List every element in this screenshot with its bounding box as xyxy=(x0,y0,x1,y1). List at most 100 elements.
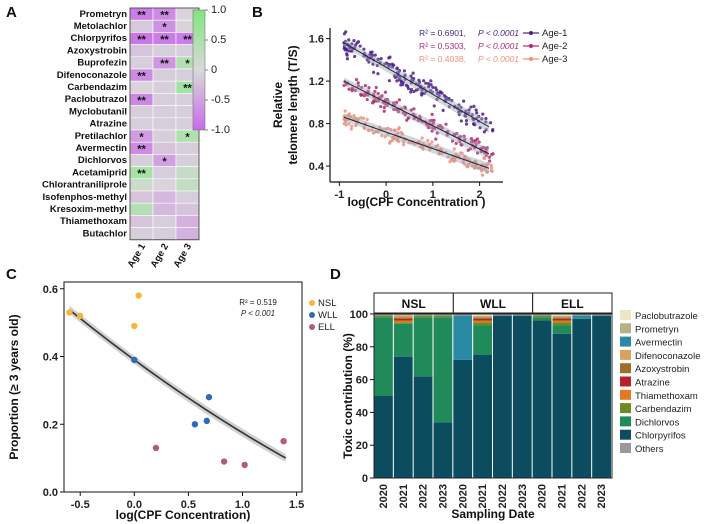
data-point-age-1 xyxy=(462,99,466,103)
data-point-age-2 xyxy=(384,98,388,102)
y-tick-label: 1.6 xyxy=(309,34,324,46)
row-label: Metolachlor xyxy=(74,21,128,32)
x-axis-label: log(CPF Concentration) xyxy=(116,508,251,522)
x-axis-label: Sampling Date xyxy=(451,507,535,521)
data-point-age-3 xyxy=(386,126,390,130)
stat-r2: R² = 0.519 xyxy=(239,298,277,307)
data-point-age-3 xyxy=(376,130,380,134)
bar-segment-thiamethoxam xyxy=(552,320,572,323)
data-point-age-2 xyxy=(403,105,407,109)
data-point-age-3 xyxy=(342,114,346,118)
data-point-age-3 xyxy=(402,143,406,147)
data-point-age-2 xyxy=(435,131,439,135)
data-point-age-1 xyxy=(488,121,493,125)
data-point-age-3 xyxy=(391,136,396,140)
data-point-age-3 xyxy=(378,125,382,129)
data-point-age-1 xyxy=(371,70,376,74)
bar-segment-chlorpyrifos xyxy=(374,396,393,478)
data-point-age-2 xyxy=(472,140,476,144)
colorbar-tick-label: 0 xyxy=(211,64,217,76)
legend-swatch-paclobutrazole xyxy=(620,310,631,320)
bar-segment-others xyxy=(374,314,393,316)
legend-label-avermectin: Avermectin xyxy=(635,338,682,349)
data-point-age-3 xyxy=(436,143,440,147)
data-point-age-1 xyxy=(472,104,476,108)
data-point-age-1 xyxy=(457,110,461,114)
data-point-age-1 xyxy=(429,79,433,83)
data-point-age-1 xyxy=(442,94,447,98)
data-point-age-1 xyxy=(376,72,380,76)
group-strip xyxy=(532,292,613,314)
data-point-age-1 xyxy=(450,99,454,103)
panel-label-d: D xyxy=(330,266,341,283)
data-point-age-3 xyxy=(380,134,384,138)
significance-star: ** xyxy=(160,58,169,70)
data-point-age-1 xyxy=(482,130,486,134)
data-point-age-3 xyxy=(485,170,489,174)
data-point-age-1 xyxy=(420,91,424,95)
heatmap-cell xyxy=(175,141,200,155)
data-point-age-3 xyxy=(371,131,376,135)
data-point-age-2 xyxy=(430,118,434,123)
bar-segment-thiamethoxam xyxy=(473,320,492,323)
bar-segment-others xyxy=(592,314,611,316)
bar-segment-azoxystrobin xyxy=(552,317,572,319)
x-tick-label: 0 xyxy=(383,189,389,201)
x-tick-label: 2022 xyxy=(497,484,509,508)
heatmap-cell xyxy=(152,68,177,82)
y-tick-label: 0.2 xyxy=(43,419,58,431)
data-point-age-1 xyxy=(409,74,413,78)
significance-star: ** xyxy=(160,9,169,21)
data-point-age-2 xyxy=(440,126,444,130)
data-point-age-2 xyxy=(444,122,448,126)
legend-marker-ell xyxy=(309,324,315,330)
data-point-age-3 xyxy=(357,116,361,121)
bar-segment-dichlorvos xyxy=(552,325,572,334)
data-point-ell xyxy=(152,444,160,452)
data-point-age-2 xyxy=(365,97,369,102)
bar-segment-carbendazim xyxy=(374,315,393,318)
data-point-age-1 xyxy=(379,57,383,61)
data-point-wll xyxy=(205,393,213,401)
x-tick-label: 2020 xyxy=(537,484,549,508)
row-label: Pretilachlor xyxy=(75,131,128,142)
heatmap-cell xyxy=(152,80,177,94)
data-point-age-2 xyxy=(438,123,442,128)
x-tick-label: 2021 xyxy=(398,484,410,508)
data-point-age-1 xyxy=(352,39,356,43)
data-point-age-1 xyxy=(428,89,432,93)
data-point-age-3 xyxy=(349,127,353,131)
bar-segment-thiamethoxam xyxy=(393,320,413,323)
data-point-age-3 xyxy=(359,116,363,120)
x-tick-label: 2020 xyxy=(457,484,469,508)
data-point-age-2 xyxy=(454,141,458,146)
data-point-age-2 xyxy=(405,118,409,122)
legend-label-others: Others xyxy=(635,444,664,455)
colorbar-tick-label: 1.0 xyxy=(211,4,226,16)
data-point-age-1 xyxy=(350,42,354,46)
data-point-age-1 xyxy=(475,111,479,115)
data-point-age-2 xyxy=(425,123,429,127)
data-point-age-2 xyxy=(463,137,467,142)
bar-segment-chlorpyrifos xyxy=(393,356,413,478)
row-label: Prometryn xyxy=(79,9,127,20)
y-tick-label: 0.4 xyxy=(43,352,59,364)
data-point-age-3 xyxy=(452,147,456,151)
panel-label-b: B xyxy=(252,4,263,21)
data-point-age-1 xyxy=(427,85,431,89)
group-label-wll: WLL xyxy=(480,297,506,311)
data-point-age-2 xyxy=(376,92,380,96)
data-point-age-1 xyxy=(414,88,418,92)
data-point-age-1 xyxy=(484,120,488,124)
data-point-age-1 xyxy=(402,69,407,73)
legend-label-azoxystrobin: Azoxystrobin xyxy=(635,364,689,375)
x-tick-label: 2022 xyxy=(576,484,588,508)
data-point-age-3 xyxy=(388,139,392,144)
data-point-age-3 xyxy=(470,164,474,168)
heatmap-cell xyxy=(175,227,200,241)
heatmap-cell xyxy=(152,129,177,143)
data-point-age-2 xyxy=(484,153,489,157)
data-point-age-1 xyxy=(349,49,353,53)
heatmap-cell xyxy=(175,190,200,204)
bar-segment-others xyxy=(413,314,433,316)
